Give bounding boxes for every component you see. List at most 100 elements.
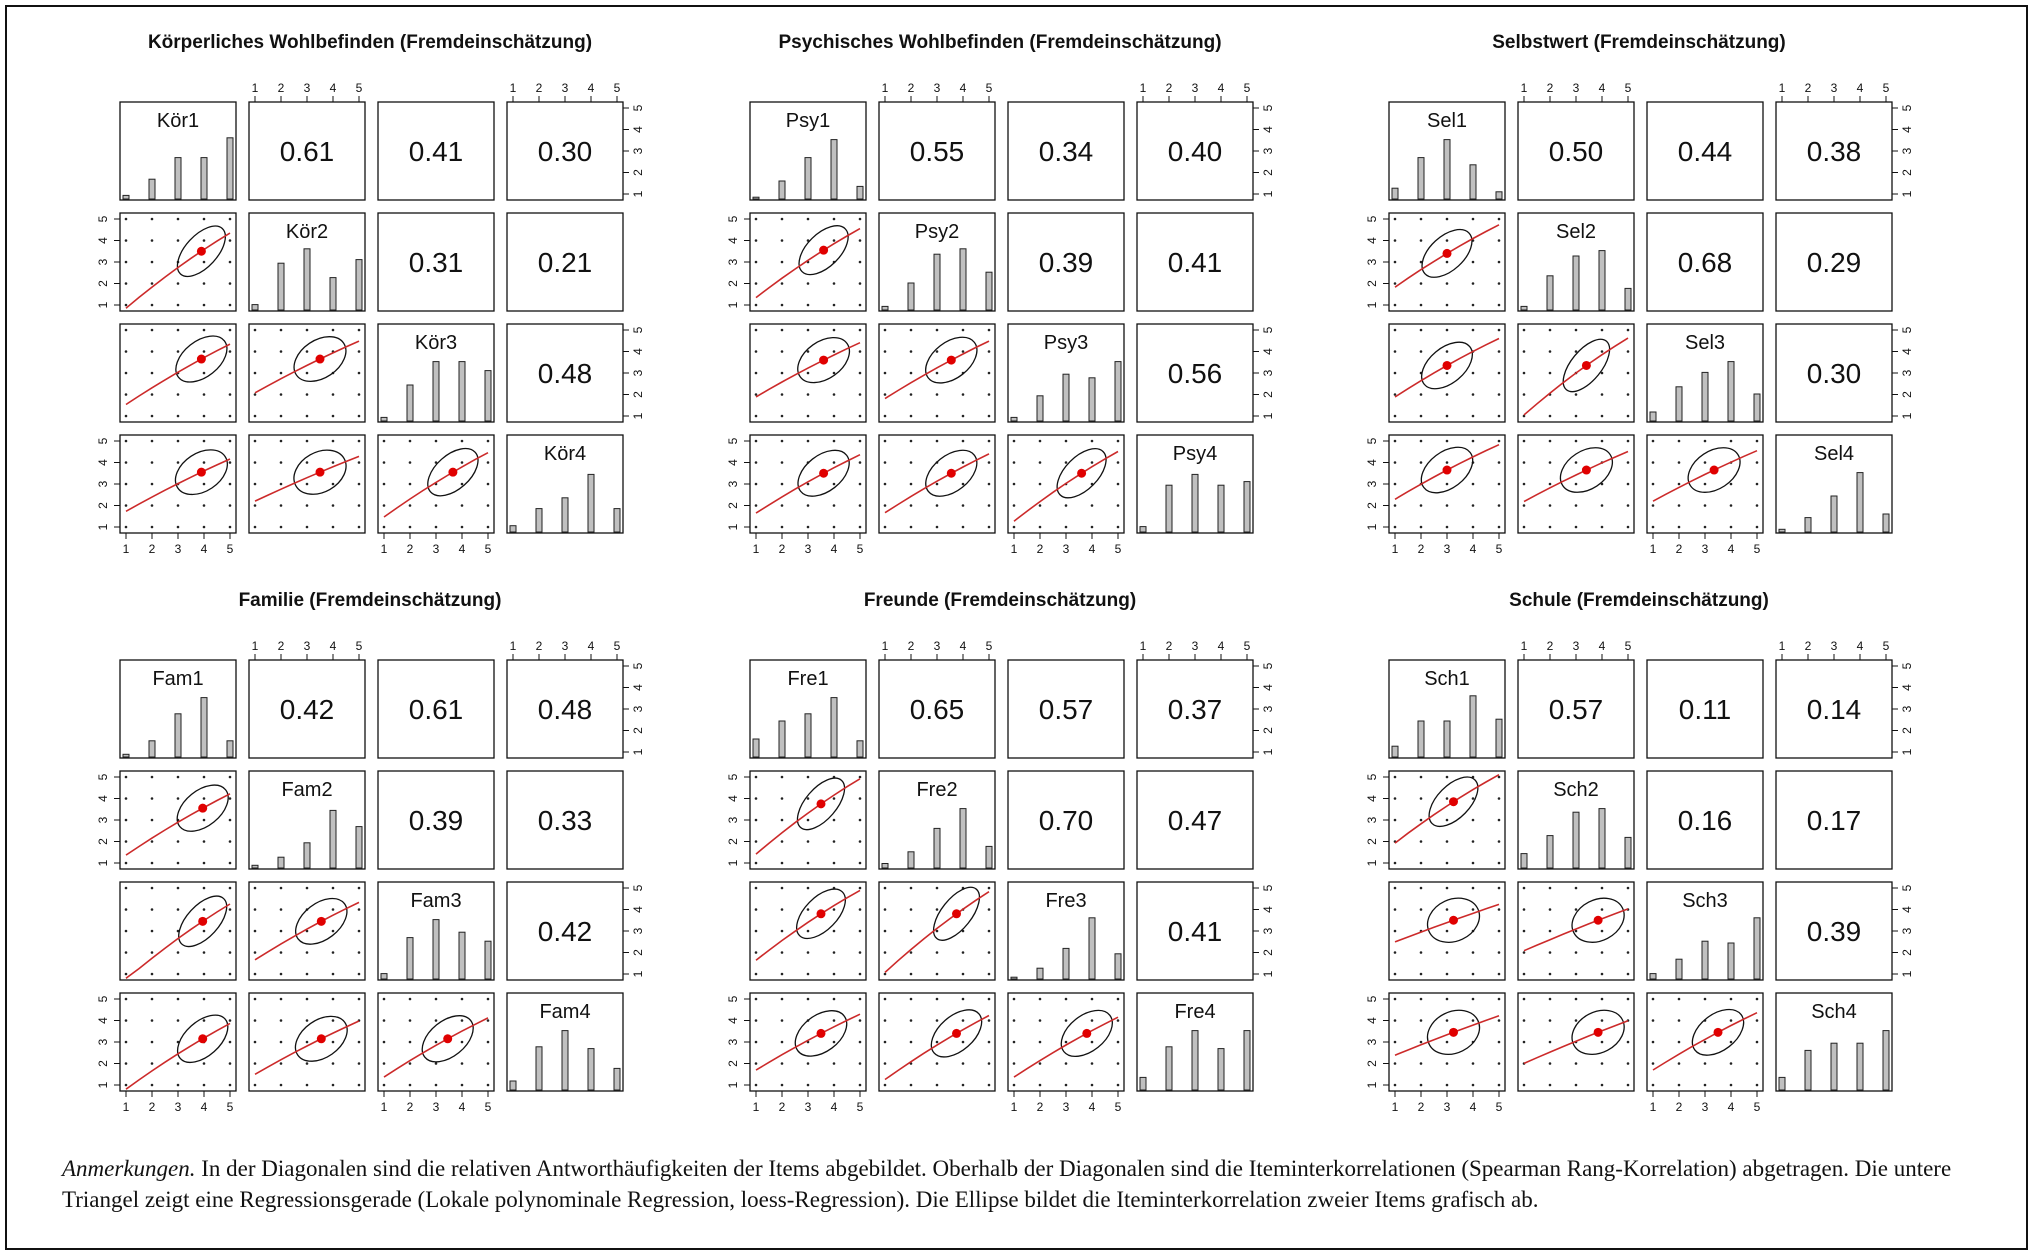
loess-line xyxy=(755,1013,861,1071)
tick-label: 3 xyxy=(1365,816,1379,823)
grid-point xyxy=(1729,504,1733,507)
tick-label: 4 xyxy=(960,81,967,95)
correlation-value: 0.29 xyxy=(1807,247,1862,278)
histogram-bar xyxy=(1165,1046,1173,1091)
tick-label: 1 xyxy=(1521,639,1528,653)
grid-point xyxy=(754,929,758,933)
grid-point xyxy=(780,350,784,353)
grid-point xyxy=(1548,439,1552,443)
tick-label: 2 xyxy=(407,1100,414,1114)
grid-point xyxy=(202,239,206,242)
grid-point xyxy=(1393,217,1397,221)
grid-point xyxy=(1419,818,1423,822)
grid-point xyxy=(754,997,758,1001)
correlation-ellipse xyxy=(293,336,347,383)
grid-point xyxy=(1600,1062,1604,1065)
tick-label: 4 xyxy=(726,459,740,466)
tick-label: 3 xyxy=(304,81,311,95)
histogram-bar xyxy=(1520,853,1528,869)
correlation-value: 0.44 xyxy=(1678,136,1733,167)
grid-point xyxy=(909,482,913,486)
grid-point xyxy=(202,1062,206,1065)
grid-point xyxy=(1116,997,1120,1001)
histogram-bar xyxy=(509,525,517,533)
grid-point xyxy=(1445,1019,1449,1022)
grid-point xyxy=(909,951,913,954)
mean-point xyxy=(448,467,458,477)
grid-point xyxy=(1548,908,1552,911)
grid-point xyxy=(228,908,232,911)
grid-point xyxy=(1548,1040,1552,1044)
histogram-bar xyxy=(406,384,414,422)
loess-line xyxy=(1652,1011,1758,1071)
grid-point xyxy=(961,439,965,443)
panel-r3-c4: 0.42 xyxy=(506,881,624,981)
grid-point xyxy=(357,439,361,443)
grid-point xyxy=(1038,1019,1042,1022)
tick-label: 1 xyxy=(1365,523,1379,530)
tick-label: 1 xyxy=(882,81,889,95)
mean-point xyxy=(198,1034,208,1044)
grid-point xyxy=(150,482,154,486)
grid-point xyxy=(1419,951,1423,954)
panel-r4-c3 xyxy=(1646,434,1764,534)
tick-label: 3 xyxy=(1192,639,1199,653)
grid-point xyxy=(883,439,887,443)
grid-point xyxy=(1497,525,1501,529)
grid-point xyxy=(806,818,810,822)
grid-point xyxy=(754,886,758,890)
correlation-value: 0.17 xyxy=(1807,805,1862,836)
tick-label: 2 xyxy=(1418,1100,1425,1114)
tick-label: 3 xyxy=(726,258,740,265)
grid-point xyxy=(1393,504,1397,507)
grid-point xyxy=(1677,1062,1681,1065)
panel-r1-c4: 0.38 xyxy=(1775,101,1893,201)
panel-r3-c1 xyxy=(1388,881,1506,981)
grid-point xyxy=(1471,840,1475,843)
histogram-bar xyxy=(1727,361,1735,422)
grid-point xyxy=(780,886,784,890)
grid-point xyxy=(124,886,128,890)
grid-point xyxy=(780,328,784,332)
tick-label: 5 xyxy=(1365,215,1379,222)
grid-point xyxy=(150,818,154,822)
histogram-bar xyxy=(985,845,993,869)
tick-label: 1 xyxy=(1392,1100,1399,1114)
tick-label: 1 xyxy=(1140,81,1147,95)
loess-line xyxy=(125,232,231,309)
panel-frame xyxy=(1136,881,1254,981)
grid-point xyxy=(754,482,758,486)
grid-point xyxy=(228,217,232,221)
grid-point xyxy=(1729,482,1733,486)
grid-point xyxy=(124,239,128,242)
grid-point xyxy=(858,260,862,264)
grid-point xyxy=(486,525,490,529)
tick-label: 4 xyxy=(1470,542,1477,556)
grid-point xyxy=(1471,997,1475,1001)
grid-point xyxy=(909,929,913,933)
panel-r3-c2 xyxy=(1517,881,1635,981)
loess-line xyxy=(884,340,990,400)
grid-point xyxy=(1497,439,1501,443)
panel-r1-c2: 0.61 xyxy=(248,101,366,201)
grid-point xyxy=(176,525,180,529)
correlation-value: 0.39 xyxy=(1039,247,1094,278)
tick-label: 1 xyxy=(123,542,130,556)
item-label: Psy4 xyxy=(1173,443,1217,465)
grid-point xyxy=(305,439,309,443)
panel-r1-c3: 0.57 xyxy=(1007,659,1125,759)
histogram-bar xyxy=(1443,720,1451,758)
grid-point xyxy=(150,1019,154,1022)
tick-label: 3 xyxy=(1261,147,1275,154)
tick-label: 1 xyxy=(1011,1100,1018,1114)
grid-point xyxy=(754,239,758,242)
correlation-ellipse xyxy=(932,886,981,941)
histogram-bar xyxy=(277,856,285,869)
correlation-ellipse xyxy=(796,777,846,831)
histogram-bar xyxy=(148,740,156,758)
panel-r4-c2 xyxy=(1517,992,1635,1092)
tick-label: 4 xyxy=(330,639,337,653)
grid-point xyxy=(1393,239,1397,242)
